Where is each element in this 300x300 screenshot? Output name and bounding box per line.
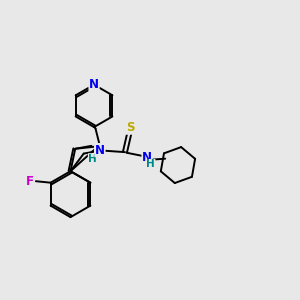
Text: F: F <box>26 175 34 188</box>
Text: H: H <box>146 160 155 170</box>
Text: N: N <box>89 78 99 91</box>
Text: H: H <box>88 154 97 164</box>
Text: N: N <box>94 146 104 159</box>
Text: S: S <box>126 121 134 134</box>
Text: N: N <box>142 151 152 164</box>
Text: N: N <box>95 144 105 157</box>
Circle shape <box>89 80 99 90</box>
